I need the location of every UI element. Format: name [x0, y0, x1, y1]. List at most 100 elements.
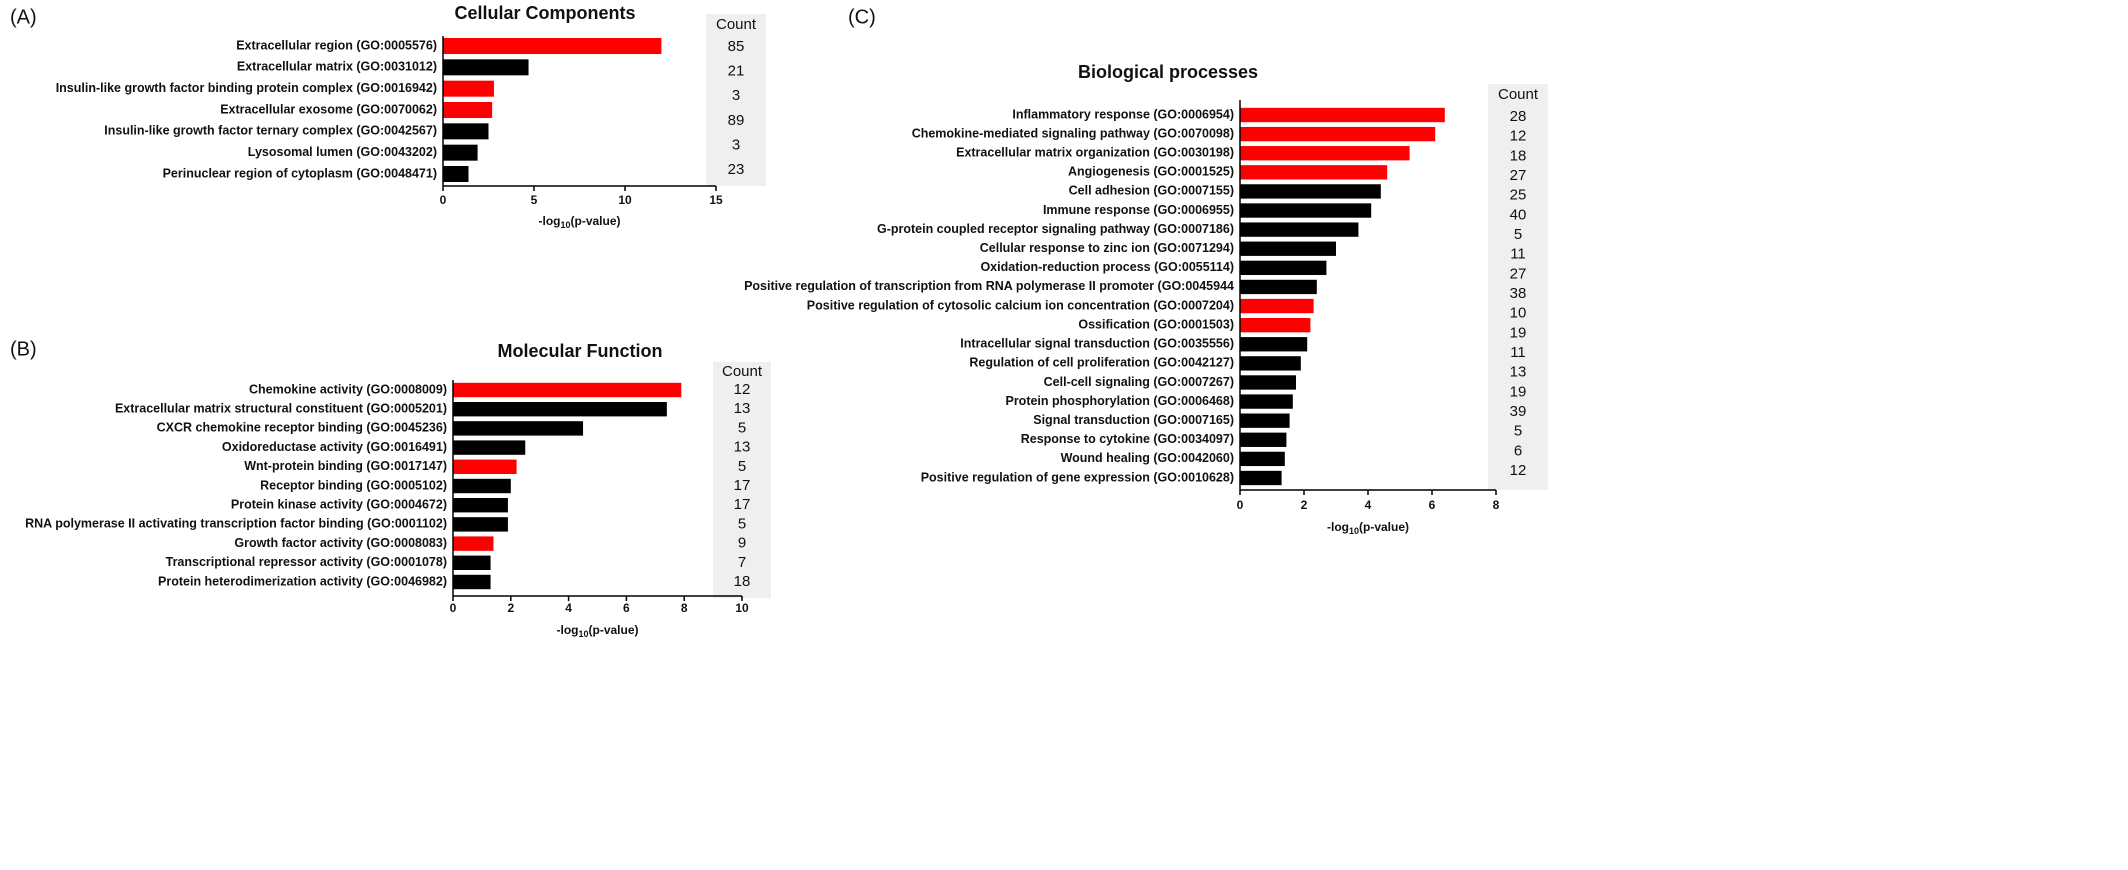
- x-tick-label: 2: [507, 601, 514, 615]
- count-value: 27: [1510, 265, 1527, 282]
- category-label: Extracellular exosome (GO:0070062): [220, 102, 437, 116]
- bar: [443, 166, 469, 182]
- count-value: 3: [732, 87, 740, 104]
- bar: [443, 123, 489, 140]
- x-tick-label: 10: [735, 601, 749, 615]
- bar: [1240, 356, 1301, 371]
- count-value: 9: [738, 535, 746, 552]
- count-box: [706, 14, 766, 186]
- category-label: Transcriptional repressor activity (GO:0…: [166, 555, 447, 569]
- bar: [1240, 241, 1336, 256]
- count-value: 5: [1514, 423, 1522, 440]
- x-axis-label-sub: 10: [578, 629, 588, 639]
- bar: [1240, 279, 1317, 295]
- category-label: Protein kinase activity (GO:0004672): [231, 497, 447, 511]
- count-value: 21: [728, 63, 745, 80]
- count-value: 5: [1514, 226, 1522, 243]
- count-value: 3: [732, 136, 740, 153]
- category-label: Protein heterodimerization activity (GO:…: [158, 574, 447, 588]
- x-axis-label-part: -log: [538, 214, 560, 228]
- x-axis-label-sub: 10: [1349, 526, 1359, 536]
- x-tick-label: 4: [565, 601, 572, 615]
- category-label: Response to cytokine (GO:0034097): [1021, 432, 1234, 446]
- category-label: Signal transduction (GO:0007165): [1033, 413, 1234, 427]
- count-value: 5: [738, 458, 746, 475]
- category-label: Wound healing (GO:0042060): [1061, 451, 1234, 465]
- chart-title: Molecular Function: [497, 341, 662, 361]
- count-box: [713, 362, 771, 598]
- bar: [1240, 222, 1359, 237]
- bar: [1240, 203, 1372, 218]
- category-label: Wnt-protein binding (GO:0017147): [244, 459, 447, 473]
- x-tick-label: 0: [1237, 498, 1244, 512]
- count-value: 11: [1510, 246, 1526, 263]
- bar: [453, 478, 511, 494]
- count-value: 7: [738, 554, 746, 571]
- bar: [1240, 107, 1445, 123]
- count-value: 5: [738, 419, 746, 436]
- category-label: Cellular response to zinc ion (GO:007129…: [980, 241, 1234, 255]
- category-label: Intracellular signal transduction (GO:00…: [960, 337, 1234, 351]
- bar: [1240, 165, 1388, 180]
- bar: [1240, 394, 1293, 409]
- category-label: Oxidoreductase activity (GO:0016491): [222, 440, 447, 454]
- bar: [1240, 298, 1314, 314]
- panel-label: (A): [10, 6, 37, 28]
- category-label: Cell-cell signaling (GO:0007267): [1044, 375, 1234, 389]
- x-axis-label-part: -log: [1327, 520, 1349, 534]
- count-value: 11: [1510, 344, 1526, 361]
- x-tick-label: 8: [681, 601, 688, 615]
- category-label: Cell adhesion (GO:0007155): [1069, 184, 1234, 198]
- category-label: G-protein coupled receptor signaling pat…: [877, 222, 1234, 236]
- count-box: [1488, 84, 1548, 490]
- category-label: Insulin-like growth factor ternary compl…: [104, 124, 437, 138]
- x-tick-label: 5: [531, 193, 538, 207]
- bar: [443, 144, 478, 161]
- count-value: 19: [1510, 383, 1527, 400]
- count-value: 23: [728, 161, 745, 178]
- category-label: Protein phosphorylation (GO:0006468): [1005, 394, 1234, 408]
- x-tick-label: 10: [618, 193, 632, 207]
- x-axis-label-sub: 10: [560, 220, 570, 230]
- bar: [453, 382, 682, 398]
- bar: [453, 459, 517, 474]
- category-label: Receptor binding (GO:0005102): [260, 478, 447, 492]
- bar: [443, 80, 494, 97]
- x-axis-label-part: (p-value): [571, 214, 621, 228]
- category-label: Oxidation-reduction process (GO:0055114): [980, 260, 1234, 274]
- bar: [1240, 126, 1436, 142]
- bar: [1240, 451, 1285, 467]
- chart-title: Biological processes: [1078, 62, 1258, 82]
- count-value: 85: [728, 38, 745, 55]
- bar: [453, 440, 526, 455]
- x-tick-label: 8: [1493, 498, 1500, 512]
- count-value: 5: [738, 515, 746, 532]
- x-axis-label: -log10(p-value): [538, 214, 620, 230]
- count-value: 40: [1510, 206, 1527, 223]
- bar: [453, 574, 491, 590]
- bar: [453, 498, 508, 513]
- category-label: Insulin-like growth factor binding prote…: [56, 81, 437, 95]
- category-label: Extracellular region (GO:0005576): [236, 38, 437, 52]
- x-tick-label: 0: [440, 193, 447, 207]
- category-label: Extracellular matrix structural constitu…: [115, 401, 447, 415]
- x-axis-label-part: -log: [556, 623, 578, 637]
- x-tick-label: 6: [1429, 498, 1436, 512]
- x-axis-label-part: (p-value): [589, 623, 639, 637]
- bar: [1240, 413, 1290, 428]
- count-header: Count: [722, 363, 763, 380]
- category-label: Chemokine activity (GO:0008009): [249, 382, 447, 396]
- count-value: 12: [1510, 462, 1527, 479]
- category-label: Positive regulation of cytosolic calcium…: [807, 298, 1234, 312]
- x-axis-label: -log10(p-value): [556, 623, 638, 639]
- bar: [1240, 337, 1308, 352]
- category-label: Lysosomal lumen (GO:0043202): [248, 145, 437, 159]
- count-value: 39: [1510, 403, 1527, 420]
- bar: [1240, 375, 1296, 390]
- count-value: 19: [1510, 324, 1527, 341]
- category-label: Ossification (GO:0001503): [1078, 317, 1234, 331]
- bar: [1240, 470, 1282, 486]
- count-value: 38: [1510, 285, 1527, 302]
- category-label: Extracellular matrix (GO:0031012): [237, 60, 437, 74]
